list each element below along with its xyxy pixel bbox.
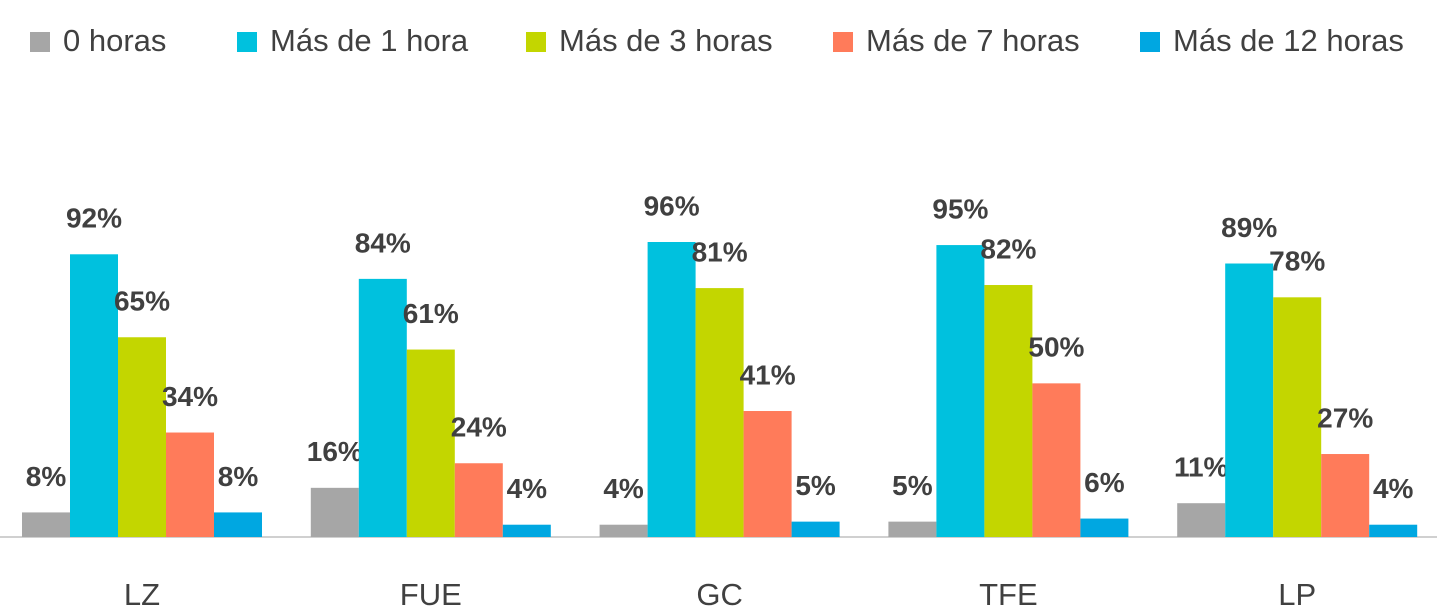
bar xyxy=(1273,297,1322,537)
legend-swatch xyxy=(237,32,257,52)
value-label: 11% xyxy=(1174,452,1229,483)
legend-label: 0 horas xyxy=(63,23,166,58)
bar xyxy=(791,521,840,537)
bar xyxy=(310,487,359,537)
legend-swatch xyxy=(30,32,50,52)
bar xyxy=(118,337,166,537)
value-label: 4% xyxy=(507,473,548,504)
value-label: 95% xyxy=(932,193,988,224)
value-label: 82% xyxy=(980,233,1036,264)
bar xyxy=(1369,524,1418,537)
bar xyxy=(647,242,696,537)
x-tick-label: LP xyxy=(1278,577,1316,612)
value-label: 84% xyxy=(355,227,411,258)
x-tick-label: LZ xyxy=(124,577,160,612)
bar xyxy=(599,524,648,537)
legend-label: Más de 3 horas xyxy=(559,23,773,58)
bar xyxy=(695,288,744,537)
x-tick-label: TFE xyxy=(979,577,1038,612)
x-tick-label: GC xyxy=(696,577,743,612)
legend-label: Más de 12 horas xyxy=(1173,23,1404,58)
value-label: 50% xyxy=(1028,332,1084,363)
bar xyxy=(454,463,503,537)
bar xyxy=(358,278,407,537)
value-label: 5% xyxy=(892,470,933,501)
value-label: 5% xyxy=(795,470,836,501)
bar xyxy=(214,512,262,537)
legend-label: Más de 1 hora xyxy=(270,23,469,58)
legend-swatch xyxy=(833,32,853,52)
legend-swatch xyxy=(1140,32,1160,52)
value-label: 81% xyxy=(692,236,748,267)
value-label: 65% xyxy=(114,286,170,317)
value-label: 8% xyxy=(218,461,259,492)
value-label: 4% xyxy=(603,473,644,504)
value-label: 24% xyxy=(451,412,507,443)
legend-swatch xyxy=(526,32,546,52)
bar xyxy=(1032,383,1081,537)
bar xyxy=(1177,503,1226,537)
bar xyxy=(1225,263,1274,537)
bar xyxy=(166,432,214,537)
value-label: 27% xyxy=(1317,402,1373,433)
bar xyxy=(984,285,1033,537)
value-label: 4% xyxy=(1373,473,1414,504)
bar xyxy=(502,524,551,537)
x-tick-label: FUE xyxy=(400,577,462,612)
value-label: 6% xyxy=(1084,467,1125,498)
bar xyxy=(22,512,70,537)
bar xyxy=(70,254,118,537)
bar xyxy=(743,411,792,537)
value-label: 34% xyxy=(162,381,218,412)
value-label: 16% xyxy=(307,436,363,467)
value-label: 41% xyxy=(740,359,796,390)
bar xyxy=(936,245,985,537)
bar xyxy=(1080,518,1129,537)
value-label: 61% xyxy=(403,298,459,329)
bar xyxy=(406,349,455,537)
value-label: 96% xyxy=(644,190,700,221)
bar xyxy=(1321,454,1370,537)
legend-label: Más de 7 horas xyxy=(866,23,1080,58)
value-label: 78% xyxy=(1269,246,1325,277)
value-label: 8% xyxy=(26,461,67,492)
value-label: 92% xyxy=(66,203,122,234)
value-label: 89% xyxy=(1221,212,1277,243)
bar xyxy=(888,521,937,537)
